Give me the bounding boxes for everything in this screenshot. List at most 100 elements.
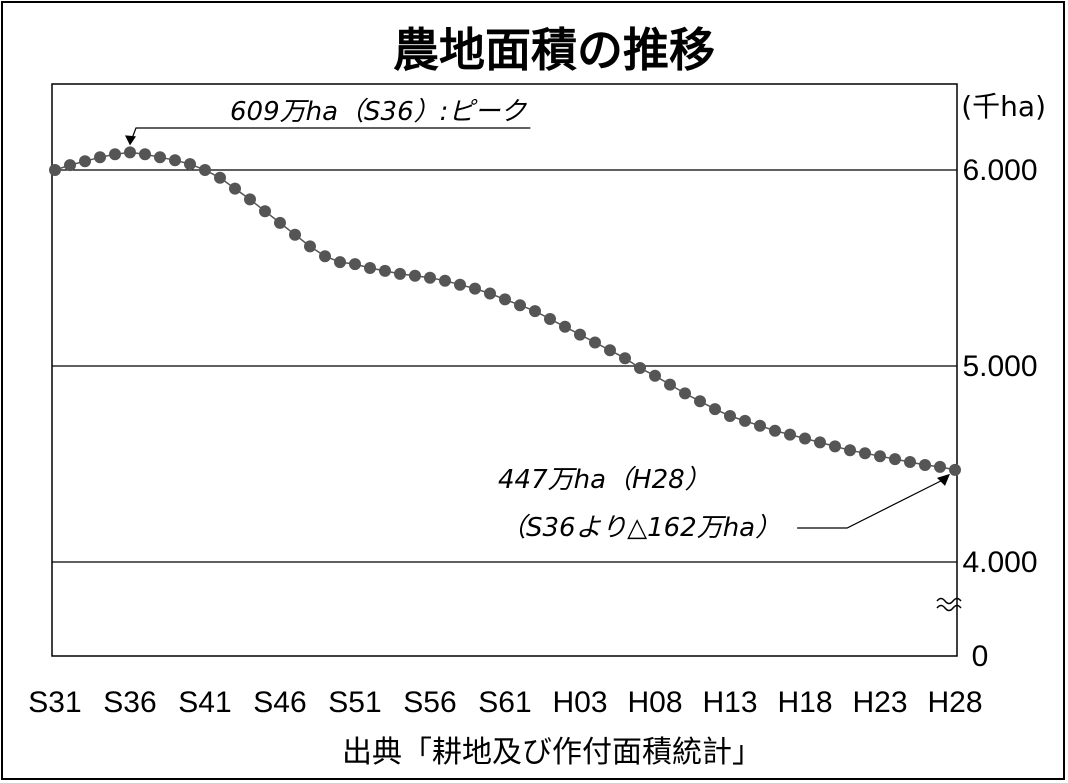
data-point	[949, 463, 961, 476]
x-tick-labels: S31 S36 S41 S46 S51 S56 S61 H03 H08 H13 H18 H23 H28	[28, 686, 982, 719]
data-point	[304, 240, 316, 253]
data-point	[394, 267, 406, 280]
data-point	[499, 293, 511, 306]
plot-area-border	[51, 83, 958, 657]
axis-break-icon	[936, 597, 962, 612]
data-point	[484, 287, 496, 300]
data-point	[754, 419, 766, 432]
data-point	[529, 305, 541, 318]
y-tick-label: 0	[972, 640, 989, 673]
data-point	[364, 262, 376, 274]
source-note: 出典「耕地及び作付面積統計」	[342, 735, 762, 770]
data-point	[739, 414, 751, 427]
data-point	[334, 256, 346, 269]
x-tick-label: H13	[702, 686, 757, 719]
data-point	[169, 154, 181, 167]
data-point	[109, 148, 121, 161]
data-point	[64, 159, 76, 172]
data-point	[229, 182, 241, 195]
latest-annotation-line1: 447万ha（H28）	[498, 465, 711, 495]
data-point	[79, 155, 91, 168]
x-tick-label: S31	[28, 686, 81, 719]
data-point	[679, 387, 691, 400]
x-tick-label: S56	[403, 686, 456, 719]
peak-annotation: 609万ha（S36）:ピーク	[125, 97, 531, 146]
data-point	[154, 151, 166, 164]
data-point	[349, 258, 361, 271]
data-point	[664, 378, 676, 391]
x-tick-label: S61	[478, 686, 531, 719]
data-point	[274, 216, 286, 229]
data-point	[634, 362, 646, 374]
data-point	[514, 299, 526, 312]
data-point	[289, 228, 301, 241]
latest-arrow-icon	[937, 473, 950, 486]
data-point	[244, 193, 256, 206]
data-point	[889, 453, 901, 466]
data-point	[694, 395, 706, 408]
data-point	[559, 320, 571, 333]
peak-leader-line	[131, 127, 531, 139]
data-point	[94, 151, 106, 164]
x-tick-label: H23	[852, 686, 907, 719]
x-tick-label: H08	[627, 686, 682, 719]
latest-leader-line	[797, 479, 944, 529]
y-axis-unit: (千ha)	[961, 90, 1046, 123]
data-point	[904, 456, 916, 468]
data-point	[409, 269, 421, 282]
data-point	[214, 171, 226, 184]
data-point	[724, 410, 736, 422]
data-point	[199, 164, 211, 176]
peak-arrow-icon	[125, 135, 136, 146]
data-point	[469, 282, 481, 295]
data-point	[874, 450, 886, 463]
data-point	[424, 271, 436, 284]
data-point	[139, 148, 151, 161]
x-tick-label: S41	[178, 686, 231, 719]
x-tick-label: H03	[552, 686, 607, 719]
data-point	[319, 250, 331, 263]
x-tick-label: H18	[777, 686, 832, 719]
latest-annotation: 447万ha（H28） （S36より△162万ha）	[498, 465, 950, 543]
data-point	[574, 328, 586, 341]
y-tick-label: 5.000	[962, 350, 1037, 383]
data-points	[49, 146, 961, 476]
data-point	[769, 424, 781, 437]
y-tick-label: 6.000	[962, 154, 1037, 187]
series-line	[54, 151, 956, 471]
data-point	[844, 444, 856, 457]
gridlines	[52, 169, 957, 563]
data-point	[814, 436, 826, 449]
data-point	[184, 158, 196, 171]
data-point	[124, 146, 136, 159]
data-point	[709, 403, 721, 416]
chart-title: 農地面積の推移	[393, 23, 715, 77]
data-point	[604, 344, 616, 357]
x-tick-label: S51	[328, 686, 381, 719]
data-point	[859, 447, 871, 460]
y-tick-label: 4.000	[962, 546, 1037, 579]
data-point	[829, 440, 841, 453]
data-point	[784, 428, 796, 441]
x-tick-label: S36	[103, 686, 156, 719]
peak-annotation-label: 609万ha（S36）:ピーク	[230, 97, 527, 127]
data-point	[454, 278, 466, 291]
data-point	[544, 313, 556, 325]
data-point	[799, 432, 811, 445]
data-point	[619, 352, 631, 365]
x-tick-label: S46	[253, 686, 306, 719]
data-point	[259, 205, 271, 218]
data-point	[649, 369, 661, 382]
data-point	[919, 459, 931, 471]
data-point	[439, 274, 451, 287]
latest-annotation-line2: （S36より△162万ha）	[500, 513, 781, 543]
x-tick-label: H28	[927, 686, 982, 719]
data-point	[379, 264, 391, 277]
y-tick-labels: 6.000 5.000 4.000 0	[962, 154, 1037, 673]
data-point	[49, 164, 61, 176]
data-point	[589, 336, 601, 349]
data-point	[934, 460, 946, 473]
